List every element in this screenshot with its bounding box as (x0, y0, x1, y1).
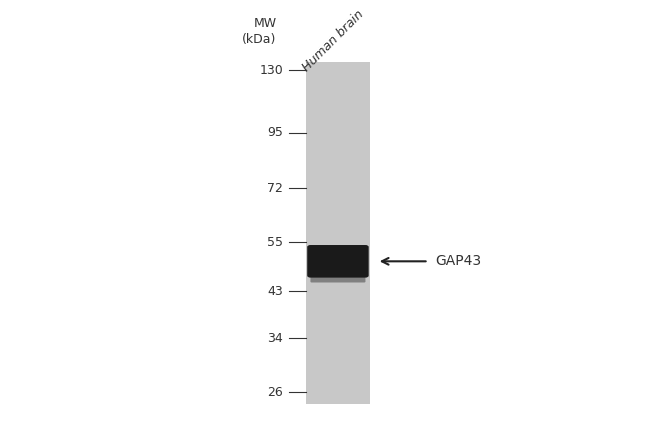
Text: MW
(kDa): MW (kDa) (242, 17, 276, 46)
Text: 43: 43 (267, 285, 283, 298)
Text: 26: 26 (267, 386, 283, 399)
Text: 55: 55 (267, 236, 283, 249)
Text: 34: 34 (267, 332, 283, 345)
FancyBboxPatch shape (311, 271, 365, 282)
Text: Human brain: Human brain (300, 8, 367, 74)
Text: 95: 95 (267, 127, 283, 139)
Text: 130: 130 (259, 64, 283, 77)
Text: 72: 72 (267, 182, 283, 195)
Text: GAP43: GAP43 (435, 254, 481, 268)
Bar (306, 62, 370, 404)
FancyBboxPatch shape (307, 245, 369, 278)
